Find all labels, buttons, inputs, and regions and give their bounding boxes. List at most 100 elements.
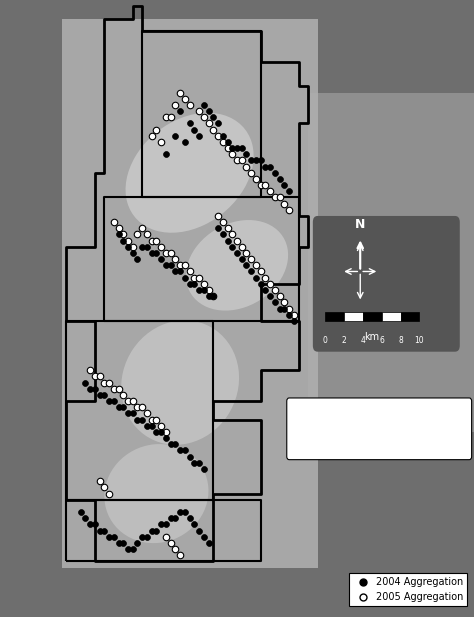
Point — [115, 223, 122, 233]
Point — [247, 155, 255, 165]
Point — [214, 211, 222, 221]
Point — [266, 279, 274, 289]
Point — [228, 242, 236, 252]
Point — [167, 112, 174, 122]
Point — [96, 390, 103, 400]
Point — [200, 112, 208, 122]
Ellipse shape — [126, 113, 254, 233]
Point — [100, 526, 108, 536]
Ellipse shape — [121, 320, 239, 445]
Point — [257, 279, 264, 289]
Point — [214, 131, 222, 141]
Point — [281, 199, 288, 209]
Point — [82, 513, 89, 523]
Point — [276, 193, 283, 202]
Point — [262, 285, 269, 295]
FancyBboxPatch shape — [313, 216, 460, 352]
Point — [224, 137, 231, 147]
Point — [153, 125, 160, 135]
Point — [191, 125, 198, 135]
Point — [285, 304, 293, 313]
Point — [153, 526, 160, 536]
Point — [200, 100, 208, 110]
Point — [290, 310, 298, 320]
Point — [219, 217, 227, 227]
Bar — [344, 312, 363, 321]
Point — [271, 193, 279, 202]
Point — [205, 538, 212, 548]
Point — [82, 378, 89, 387]
Point — [124, 544, 132, 554]
Point — [205, 106, 212, 116]
Point — [233, 143, 241, 153]
Point — [195, 458, 203, 468]
Point — [134, 230, 141, 239]
Point — [162, 520, 170, 529]
Point — [276, 291, 283, 301]
Point — [110, 532, 118, 542]
Point — [124, 236, 132, 246]
Point — [148, 248, 155, 258]
Point — [195, 285, 203, 295]
Point — [115, 384, 122, 394]
Point — [186, 100, 193, 110]
Legend: 2004 Aggregation, 2005 Aggregation: 2004 Aggregation, 2005 Aggregation — [349, 573, 467, 606]
Point — [96, 476, 103, 486]
Point — [276, 174, 283, 184]
Point — [238, 254, 246, 264]
Text: 6: 6 — [379, 336, 384, 346]
Point — [100, 482, 108, 492]
Ellipse shape — [104, 444, 209, 543]
Point — [205, 285, 212, 295]
Point — [238, 155, 246, 165]
Point — [153, 248, 160, 258]
Point — [233, 155, 241, 165]
Point — [210, 125, 217, 135]
Point — [219, 137, 227, 147]
Point — [162, 112, 170, 122]
Point — [172, 513, 179, 523]
Point — [191, 273, 198, 283]
Point — [124, 242, 132, 252]
Point — [162, 260, 170, 270]
Point — [77, 507, 84, 517]
Bar — [363, 312, 382, 321]
Point — [157, 427, 165, 437]
Point — [91, 384, 99, 394]
Point — [219, 131, 227, 141]
Point — [247, 168, 255, 178]
Point — [153, 415, 160, 424]
Point — [105, 378, 113, 387]
Point — [138, 402, 146, 412]
Point — [191, 520, 198, 529]
Point — [172, 254, 179, 264]
Point — [167, 439, 174, 449]
Point — [115, 402, 122, 412]
Point — [110, 396, 118, 406]
Point — [100, 378, 108, 387]
Point — [157, 242, 165, 252]
Point — [200, 464, 208, 474]
Point — [186, 118, 193, 128]
Point — [200, 532, 208, 542]
Point — [214, 223, 222, 233]
Bar — [382, 312, 401, 321]
Point — [176, 445, 184, 455]
Point — [224, 236, 231, 246]
Point — [233, 236, 241, 246]
Point — [243, 260, 250, 270]
Point — [219, 230, 227, 239]
Point — [167, 538, 174, 548]
Point — [138, 415, 146, 424]
Point — [228, 230, 236, 239]
Point — [124, 396, 132, 406]
Point — [191, 458, 198, 468]
Point — [228, 143, 236, 153]
Point — [148, 526, 155, 536]
Point — [176, 550, 184, 560]
Point — [157, 137, 165, 147]
Point — [138, 532, 146, 542]
Point — [191, 279, 198, 289]
Point — [91, 371, 99, 381]
Point — [115, 230, 122, 239]
